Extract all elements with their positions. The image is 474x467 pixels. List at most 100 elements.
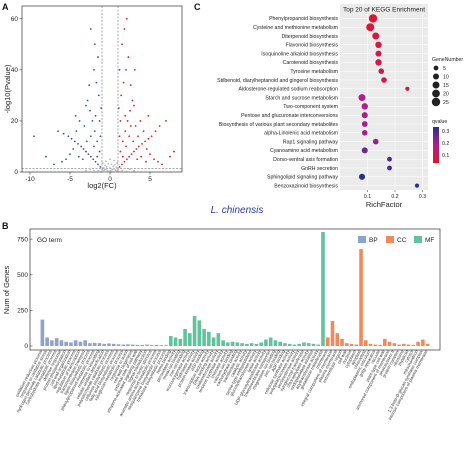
go-bar-mf [311, 343, 316, 346]
go-ytick-label: 250 [17, 308, 28, 315]
volcano-point-up [119, 120, 122, 122]
go-legend-label: MF [425, 237, 434, 244]
volcano-point-down [73, 140, 76, 143]
volcano-point-up [125, 68, 127, 71]
kegg-pathway-label: Cysteine and methionine metabolism [253, 25, 338, 31]
volcano-point-down [89, 28, 92, 30]
volcano-panel: A -10 -5 0 5 0 20 40 60 log2(FC) -log10(Pvalue) [2, 2, 183, 190]
go-ytick-label: 750 [17, 236, 28, 243]
volcano-point-up [173, 150, 175, 153]
volcano-point-up [132, 140, 135, 143]
volcano-point-up [153, 158, 155, 161]
go-bar-cc [335, 333, 340, 346]
volcano-point-up [135, 148, 138, 150]
kegg-pathway-label: Diterpenoid biosynthesis [281, 34, 338, 40]
volcano-ticks: -10 -5 0 5 0 20 40 60 [11, 16, 152, 183]
kegg-size-legend-label: 25 [443, 100, 449, 106]
volcano-point-down [81, 158, 84, 161]
volcano-point-down [80, 145, 83, 148]
go-bar-mf [283, 343, 287, 346]
volcano-point-up [123, 28, 126, 30]
volcano-point-up [120, 94, 123, 97]
go-category-label: vacuole [370, 349, 382, 365]
volcano-point-up [145, 160, 147, 163]
go-bar-mf [221, 340, 225, 346]
kegg-grid [340, 14, 428, 190]
volcano-point-ns [114, 170, 117, 173]
go-bar-mf [268, 337, 273, 346]
volcano-point-up [133, 104, 135, 107]
volcano-point-ns [125, 170, 127, 173]
volcano-point-ns [116, 161, 119, 164]
volcano-point-up [128, 155, 131, 158]
go-bar-mf [273, 340, 278, 346]
go-bar-mf [240, 343, 244, 346]
kegg-color-legend-label: 0.2 [442, 141, 449, 147]
volcano-point-down [99, 165, 102, 168]
go-bar-mf [183, 328, 187, 346]
go-bar-mf [302, 342, 306, 346]
go-bar-cc [383, 338, 387, 346]
go-bar-bp [45, 337, 49, 346]
kegg-xtick-label: 0.2 [391, 194, 398, 200]
go-bar-mf [316, 344, 321, 346]
volcano-point-down [78, 120, 81, 122]
panel-letter-b: B [2, 221, 9, 231]
kegg-size-legend-label: 5 [443, 66, 446, 72]
go-ytick-label: 500 [17, 272, 28, 279]
volcano-point-down [33, 135, 35, 138]
volcano-point-ns [104, 164, 107, 167]
go-bar-mf [321, 232, 325, 346]
kegg-panel: C Top 20 of KEGG Enrichment Phenylpropan… [194, 2, 463, 209]
kegg-pathway-label: Benzoxazinoid biosynthesis [274, 183, 338, 189]
go-bar-bp [83, 340, 87, 346]
kegg-xticks: 0.1 0.2 0.3 [364, 190, 426, 200]
go-bar-cc [354, 344, 359, 346]
kegg-point [361, 103, 368, 110]
volcano-point-down [89, 155, 92, 158]
go-ylabel: Num of Genes [2, 266, 11, 315]
go-bar-cc [325, 337, 330, 346]
volcano-point-up [137, 145, 140, 148]
kegg-pathway-label: Rap1 signaling pathway [283, 139, 338, 145]
volcano-ylabel: -log10(Pvalue) [3, 64, 12, 113]
kegg-pathway-label: Dorso-ventral axis formation [273, 157, 338, 163]
kegg-pathway-label: Flavonoid biosynthesis [286, 43, 339, 49]
volcano-point-down [82, 148, 85, 150]
volcano-point-down [93, 145, 95, 148]
volcano-point-ns [101, 170, 104, 172]
go-frame [29, 228, 441, 351]
volcano-point-up [137, 135, 139, 138]
go-ytick-label: 0 [24, 343, 28, 350]
go-bar-bp [107, 343, 111, 346]
go-bar-bp [154, 344, 159, 346]
volcano-point-up [165, 120, 167, 122]
volcano-point-down [86, 99, 89, 102]
volcano-xtick-label: 0 [108, 176, 112, 183]
kegg-pathway-label: alpha-Linolenic acid metabolism [264, 131, 338, 137]
volcano-point-down [96, 140, 99, 143]
volcano-point-up [128, 135, 131, 138]
kegg-point [361, 147, 368, 154]
go-bar-bp [145, 344, 149, 346]
go-bar-cc [411, 344, 416, 346]
volcano-point-down [99, 135, 102, 138]
go-bar-mf [202, 328, 206, 346]
volcano-point-ns [102, 167, 105, 169]
kegg-pathway-label: Biosynthesis of various plant secondary … [219, 122, 338, 128]
go-bar-mf [216, 333, 221, 346]
volcano-point-down [83, 125, 86, 127]
go-bar-bp [140, 344, 145, 346]
kegg-pathway-label: Two-component system [283, 104, 338, 110]
volcano-point-down [61, 160, 63, 163]
volcano-point-up [147, 114, 150, 117]
go-bar-cc [406, 344, 411, 346]
kegg-size-legend-label: 15 [443, 83, 449, 89]
volcano-point-up [145, 148, 148, 150]
kegg-point [366, 23, 375, 32]
volcano-point-up [125, 17, 128, 20]
volcano-point-up [147, 137, 150, 140]
go-legend-swatch [386, 236, 394, 243]
volcano-point-up [118, 165, 121, 168]
